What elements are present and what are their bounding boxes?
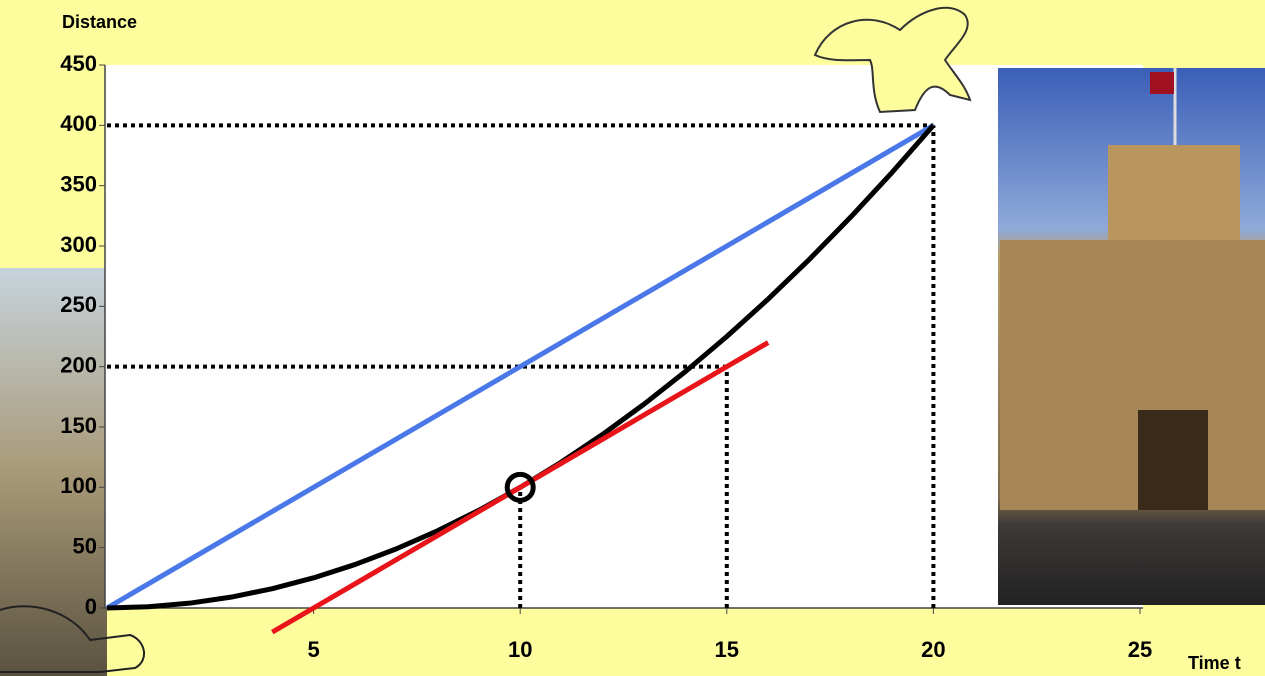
plot-area	[105, 65, 1143, 608]
x-tick-label: 15	[715, 637, 739, 662]
hare	[813, 6, 972, 114]
photo-left	[0, 268, 107, 676]
tangent-point	[504, 471, 536, 503]
y-tick-label: 400	[60, 111, 97, 136]
y-tick-label: 350	[60, 171, 97, 196]
y-axis-label: Distance	[62, 12, 137, 32]
x-tick-label: 20	[921, 637, 945, 662]
x-tick-label: 25	[1128, 637, 1152, 662]
y-tick-label: 150	[60, 413, 97, 438]
y-tick-label: 100	[60, 473, 97, 498]
y-tick-label: 300	[60, 232, 97, 257]
tortoise	[0, 605, 145, 673]
x-axis-label: Time t	[1188, 653, 1241, 673]
x-tick-label: 5	[307, 637, 319, 662]
series-line	[271, 340, 770, 635]
series-line	[105, 123, 935, 611]
photo-right	[998, 68, 1265, 605]
y-tick-label: 50	[73, 533, 97, 558]
y-tick-label: 250	[60, 292, 97, 317]
x-tick-label: 10	[508, 637, 532, 662]
y-tick-label: 200	[60, 352, 97, 377]
y-tick-label: 0	[85, 594, 97, 619]
y-tick-label: 450	[60, 51, 97, 76]
